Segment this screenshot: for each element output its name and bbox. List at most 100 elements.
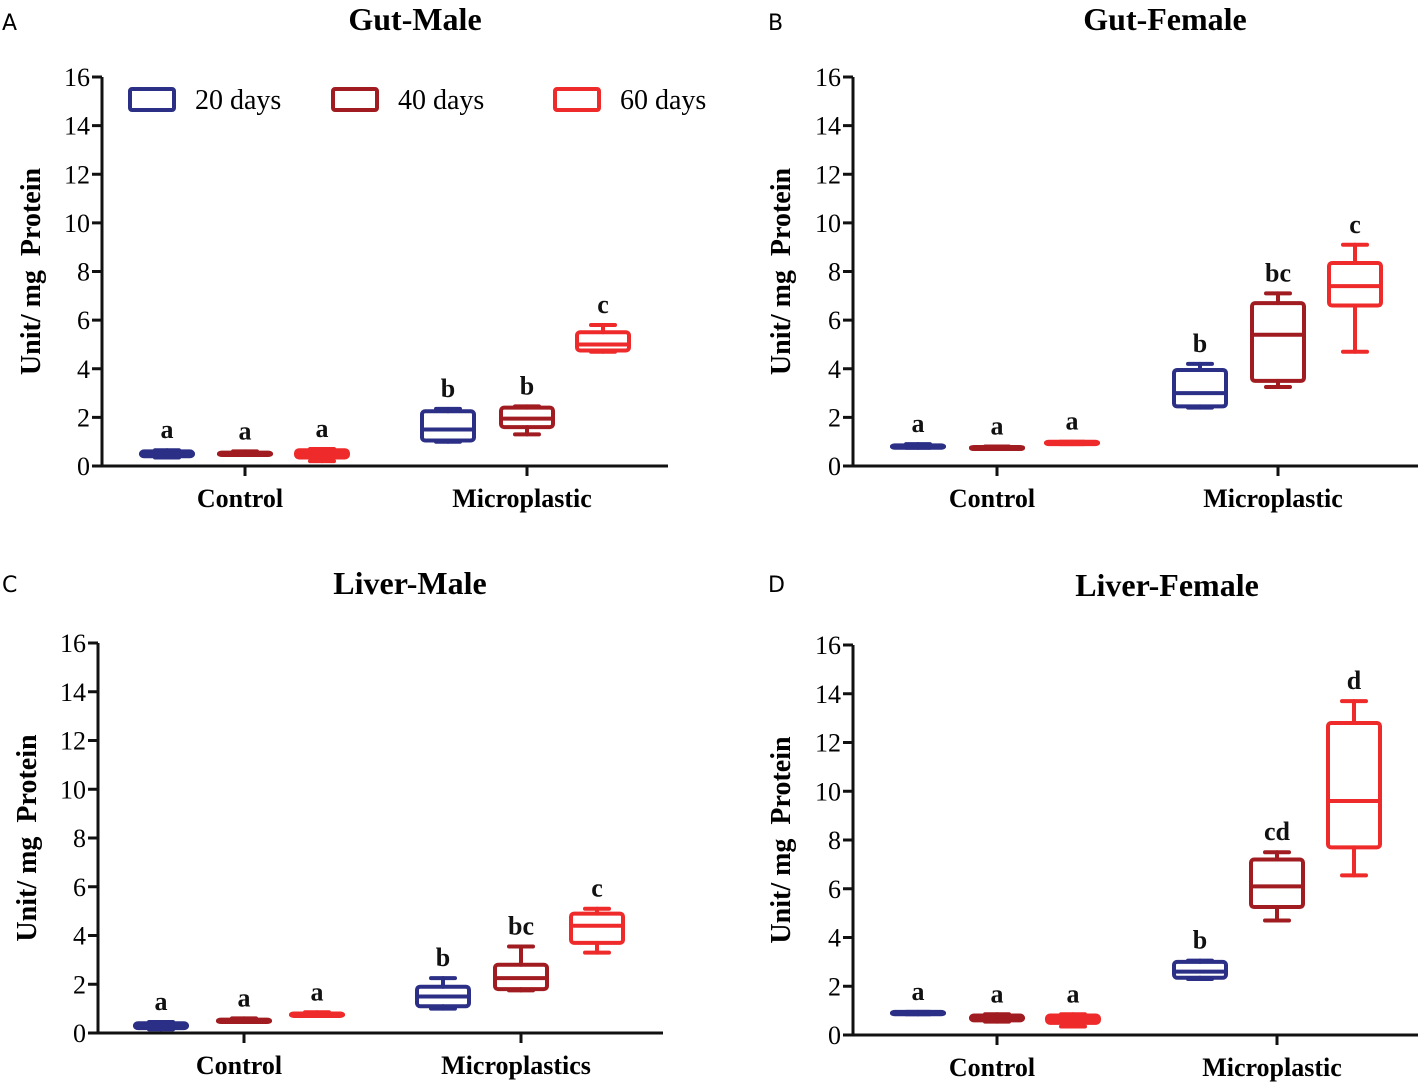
chart-title: Liver-Male — [333, 565, 486, 601]
box-60-days-microplastics — [569, 906, 625, 955]
significance-label: a — [238, 983, 251, 1012]
y-tick-label: 0 — [828, 1021, 841, 1050]
y-axis-label: Unit/ mg Protein — [766, 168, 797, 376]
y-tick-label: 12 — [64, 160, 90, 189]
significance-label: a — [239, 416, 252, 445]
significance-label: a — [155, 987, 168, 1016]
box-body — [1326, 721, 1382, 850]
y-tick-label: 12 — [815, 160, 841, 189]
box-20-days-control — [139, 448, 195, 460]
y-tick-label: 4 — [828, 355, 841, 384]
y-axis-label: Unit/ mg Protein — [16, 168, 47, 376]
panel-D: D Liver-Female Unit/ mg Protein 0 2 4 6 8 10 12 14… — [766, 567, 1418, 1082]
box-body — [1250, 301, 1306, 383]
box-60-days-microplastic — [575, 322, 631, 354]
legend-swatch — [128, 87, 176, 112]
x-tick-label: Microplastics — [441, 1051, 591, 1080]
legend: 20 days 40 days 60 days — [128, 85, 706, 116]
y-tick-label: 6 — [77, 306, 90, 335]
y-tick-label: 16 — [64, 63, 90, 92]
y-tick-label: 8 — [73, 824, 86, 853]
y-tick-label: 2 — [828, 403, 841, 432]
legend-swatch — [553, 87, 601, 112]
x-tick-label: Control — [949, 484, 1035, 513]
significance-label: c — [597, 290, 609, 319]
significance-label: a — [912, 409, 925, 438]
significance-label: b — [1193, 926, 1207, 955]
y-tick-label: 14 — [64, 112, 90, 141]
y-tick-label: 8 — [828, 826, 841, 855]
chart-title: Gut-Male — [348, 1, 481, 37]
y-tick-label: 12 — [815, 729, 841, 758]
significance-label: a — [311, 977, 324, 1006]
box-40-days-control — [216, 1016, 272, 1025]
y-tick-label: 16 — [60, 629, 86, 658]
y-tick-label: 16 — [815, 63, 841, 92]
box-40-days-microplastics — [493, 944, 549, 993]
significance-label: bc — [1265, 258, 1291, 287]
y-tick-label: 14 — [815, 112, 841, 141]
box-20-days-microplastic — [1172, 958, 1228, 981]
significance-label: a — [1067, 979, 1080, 1008]
box-body — [575, 330, 631, 353]
significance-label: b — [441, 374, 455, 403]
box-20-days-microplastics — [415, 976, 471, 1011]
box-20-days-control — [133, 1020, 189, 1032]
y-axis-label: Unit/ mg Protein — [12, 734, 43, 942]
significance-label: b — [1193, 329, 1207, 358]
significance-label: cd — [1264, 817, 1291, 846]
legend-label: 40 days — [398, 85, 484, 116]
legend-label: 20 days — [195, 85, 281, 116]
y-tick-label: 4 — [828, 924, 841, 953]
panel-letter: D — [768, 573, 785, 598]
significance-label: c — [1349, 210, 1361, 239]
box-60-days-control — [289, 1010, 345, 1018]
x-tick-label: Microplastic — [1203, 484, 1343, 513]
x-tick-label: Control — [196, 1051, 282, 1080]
significance-label: a — [1066, 407, 1079, 436]
significance-label: d — [1347, 666, 1362, 695]
y-tick-label: 2 — [828, 972, 841, 1001]
y-tick-label: 6 — [73, 873, 86, 902]
box-40-days-control — [969, 1012, 1025, 1024]
panel-letter: B — [768, 11, 783, 36]
y-tick-label: 0 — [828, 452, 841, 481]
significance-label: a — [316, 414, 329, 443]
significance-label: a — [991, 412, 1004, 441]
significance-label: b — [520, 371, 534, 400]
box-60-days-control — [1044, 439, 1100, 447]
box-40-days-microplastic — [1249, 850, 1305, 923]
box-40-days-control — [969, 444, 1025, 452]
x-tick-label: Microplastic — [1202, 1053, 1342, 1082]
panel-letter: A — [2, 11, 17, 36]
panel-B: B Gut-Female Unit/ mg Protein 0 2 4 6 8 10 12 14 16… — [766, 1, 1418, 513]
box-body — [1172, 367, 1228, 409]
y-tick-label: 10 — [64, 209, 90, 238]
y-tick-label: 12 — [60, 727, 86, 756]
y-tick-label: 10 — [815, 209, 841, 238]
chart-title: Liver-Female — [1075, 567, 1259, 603]
box-20-days-microplastic — [1172, 361, 1228, 410]
significance-label: b — [436, 943, 450, 972]
y-tick-label: 0 — [73, 1019, 86, 1048]
box-40-days-control — [217, 449, 273, 458]
significance-label: c — [591, 874, 603, 903]
y-tick-label: 14 — [60, 678, 86, 707]
y-tick-label: 6 — [828, 875, 841, 904]
box-40-days-microplastic — [1250, 291, 1306, 389]
significance-label: bc — [508, 911, 534, 940]
x-tick-label: Control — [197, 484, 283, 513]
y-tick-label: 16 — [815, 631, 841, 660]
box-body — [1249, 857, 1305, 910]
box-body — [569, 911, 625, 945]
y-axis-label: Unit/ mg Protein — [766, 736, 797, 944]
box-60-days-microplastic — [1327, 242, 1383, 354]
box-40-days-microplastic — [499, 404, 555, 437]
y-tick-label: 10 — [60, 775, 86, 804]
y-tick-label: 8 — [828, 258, 841, 287]
significance-label: a — [912, 977, 925, 1006]
y-tick-label: 2 — [73, 970, 86, 999]
legend-label: 60 days — [620, 85, 706, 116]
y-tick-label: 0 — [77, 452, 90, 481]
